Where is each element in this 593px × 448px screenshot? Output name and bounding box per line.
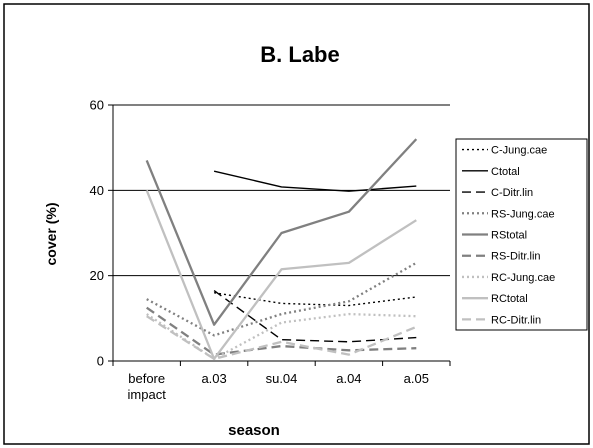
x-tick-label: a.04 <box>336 371 361 386</box>
series-line-c-jung-cae <box>213 292 417 307</box>
legend-label-c-ditr-lin: C-Ditr.lin <box>491 187 533 199</box>
y-axis-label: cover (%) <box>43 202 59 265</box>
legend-label-rstotal: RStotal <box>491 230 527 242</box>
series-line-rctotal <box>145 189 417 361</box>
legend-label-ctotal: Ctotal <box>491 166 520 178</box>
x-tick-label: su.04 <box>266 371 298 386</box>
legend-label-rc-ditr-lin: RC-Ditr.lin <box>491 314 541 326</box>
chart-title: B. Labe <box>260 42 339 67</box>
legend-label-rctotal: RCtotal <box>491 293 528 305</box>
x-tick-label-line: before <box>128 371 165 386</box>
series-line-ctotal <box>213 170 417 192</box>
series-line-rs-ditr-lin <box>146 306 417 356</box>
y-tick-label: 60 <box>90 98 104 113</box>
x-axis: before impact a.03 su.04 a.04 a.05 <box>112 360 451 402</box>
series-line-rc-ditr-lin <box>146 315 417 361</box>
x-tick-label-line: impact <box>128 387 167 402</box>
series-layer <box>145 138 418 361</box>
y-axis: 0 20 40 60 <box>90 98 114 369</box>
x-tick-label: before impact <box>128 371 167 402</box>
y-tick-label: 20 <box>90 268 104 283</box>
x-axis-label: season <box>228 422 280 439</box>
y-tick-label: 40 <box>90 183 104 198</box>
legend-label-rs-jung-cae: RS-Jung.cae <box>491 208 555 220</box>
legend-label-rs-ditr-lin: RS-Ditr.lin <box>491 251 541 263</box>
series-line-rs-jung-cae <box>146 261 417 337</box>
x-tick-label: a.03 <box>201 371 226 386</box>
legend-label-rc-jung-cae: RC-Jung.cae <box>491 272 555 284</box>
x-tick-label: a.05 <box>404 371 429 386</box>
legend-label-c-jung-cae: C-Jung.cae <box>491 145 547 157</box>
series-line-rstotal <box>145 138 418 326</box>
y-tick-label: 0 <box>97 354 104 369</box>
legend: C-Jung.cae Ctotal C-Ditr.lin RS-Jung.cae RSt… <box>455 138 588 331</box>
